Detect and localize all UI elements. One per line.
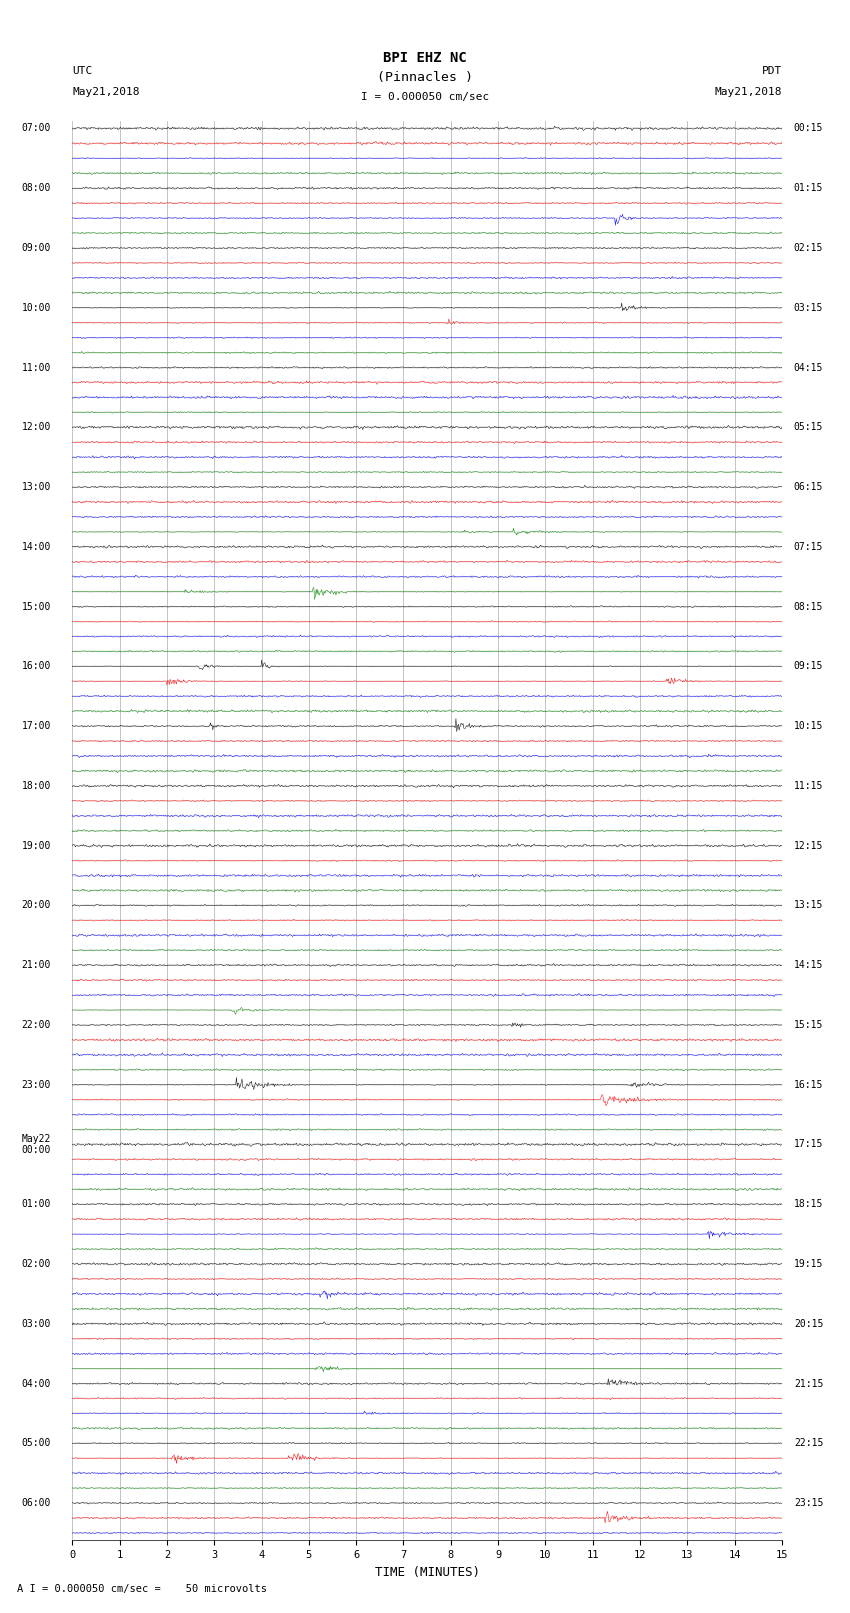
- Text: 00:15: 00:15: [794, 124, 823, 134]
- Text: 12:15: 12:15: [794, 840, 823, 850]
- Text: 12:00: 12:00: [21, 423, 51, 432]
- Text: 08:15: 08:15: [794, 602, 823, 611]
- Text: 10:00: 10:00: [21, 303, 51, 313]
- Text: 05:15: 05:15: [794, 423, 823, 432]
- Text: 20:00: 20:00: [21, 900, 51, 910]
- Text: 14:15: 14:15: [794, 960, 823, 969]
- Text: 11:00: 11:00: [21, 363, 51, 373]
- Text: 08:00: 08:00: [21, 184, 51, 194]
- X-axis label: TIME (MINUTES): TIME (MINUTES): [375, 1566, 479, 1579]
- Text: 01:15: 01:15: [794, 184, 823, 194]
- Text: May22
00:00: May22 00:00: [21, 1134, 51, 1155]
- Text: 15:00: 15:00: [21, 602, 51, 611]
- Text: 18:00: 18:00: [21, 781, 51, 790]
- Text: 06:00: 06:00: [21, 1498, 51, 1508]
- Text: 03:15: 03:15: [794, 303, 823, 313]
- Text: 19:15: 19:15: [794, 1260, 823, 1269]
- Text: A I = 0.000050 cm/sec =    50 microvolts: A I = 0.000050 cm/sec = 50 microvolts: [17, 1584, 267, 1594]
- Text: 21:00: 21:00: [21, 960, 51, 969]
- Text: 17:15: 17:15: [794, 1139, 823, 1150]
- Text: 15:15: 15:15: [794, 1019, 823, 1031]
- Text: 05:00: 05:00: [21, 1439, 51, 1448]
- Text: 04:15: 04:15: [794, 363, 823, 373]
- Text: 02:00: 02:00: [21, 1260, 51, 1269]
- Text: 01:00: 01:00: [21, 1198, 51, 1210]
- Text: 10:15: 10:15: [794, 721, 823, 731]
- Text: PDT: PDT: [762, 66, 782, 76]
- Text: 23:15: 23:15: [794, 1498, 823, 1508]
- Text: 23:00: 23:00: [21, 1079, 51, 1090]
- Text: 21:15: 21:15: [794, 1379, 823, 1389]
- Text: 07:00: 07:00: [21, 124, 51, 134]
- Text: UTC: UTC: [72, 66, 93, 76]
- Text: 22:15: 22:15: [794, 1439, 823, 1448]
- Text: 09:15: 09:15: [794, 661, 823, 671]
- Text: 17:00: 17:00: [21, 721, 51, 731]
- Text: 20:15: 20:15: [794, 1319, 823, 1329]
- Text: 14:00: 14:00: [21, 542, 51, 552]
- Text: 04:00: 04:00: [21, 1379, 51, 1389]
- Text: May21,2018: May21,2018: [72, 87, 139, 97]
- Text: 19:00: 19:00: [21, 840, 51, 850]
- Text: (Pinnacles ): (Pinnacles ): [377, 71, 473, 84]
- Text: BPI EHZ NC: BPI EHZ NC: [383, 50, 467, 65]
- Text: 18:15: 18:15: [794, 1198, 823, 1210]
- Text: 13:15: 13:15: [794, 900, 823, 910]
- Text: 02:15: 02:15: [794, 244, 823, 253]
- Text: 09:00: 09:00: [21, 244, 51, 253]
- Text: May21,2018: May21,2018: [715, 87, 782, 97]
- Text: 06:15: 06:15: [794, 482, 823, 492]
- Text: 11:15: 11:15: [794, 781, 823, 790]
- Text: 16:00: 16:00: [21, 661, 51, 671]
- Text: 07:15: 07:15: [794, 542, 823, 552]
- Text: 16:15: 16:15: [794, 1079, 823, 1090]
- Text: 22:00: 22:00: [21, 1019, 51, 1031]
- Text: I = 0.000050 cm/sec: I = 0.000050 cm/sec: [361, 92, 489, 102]
- Text: 13:00: 13:00: [21, 482, 51, 492]
- Text: 03:00: 03:00: [21, 1319, 51, 1329]
